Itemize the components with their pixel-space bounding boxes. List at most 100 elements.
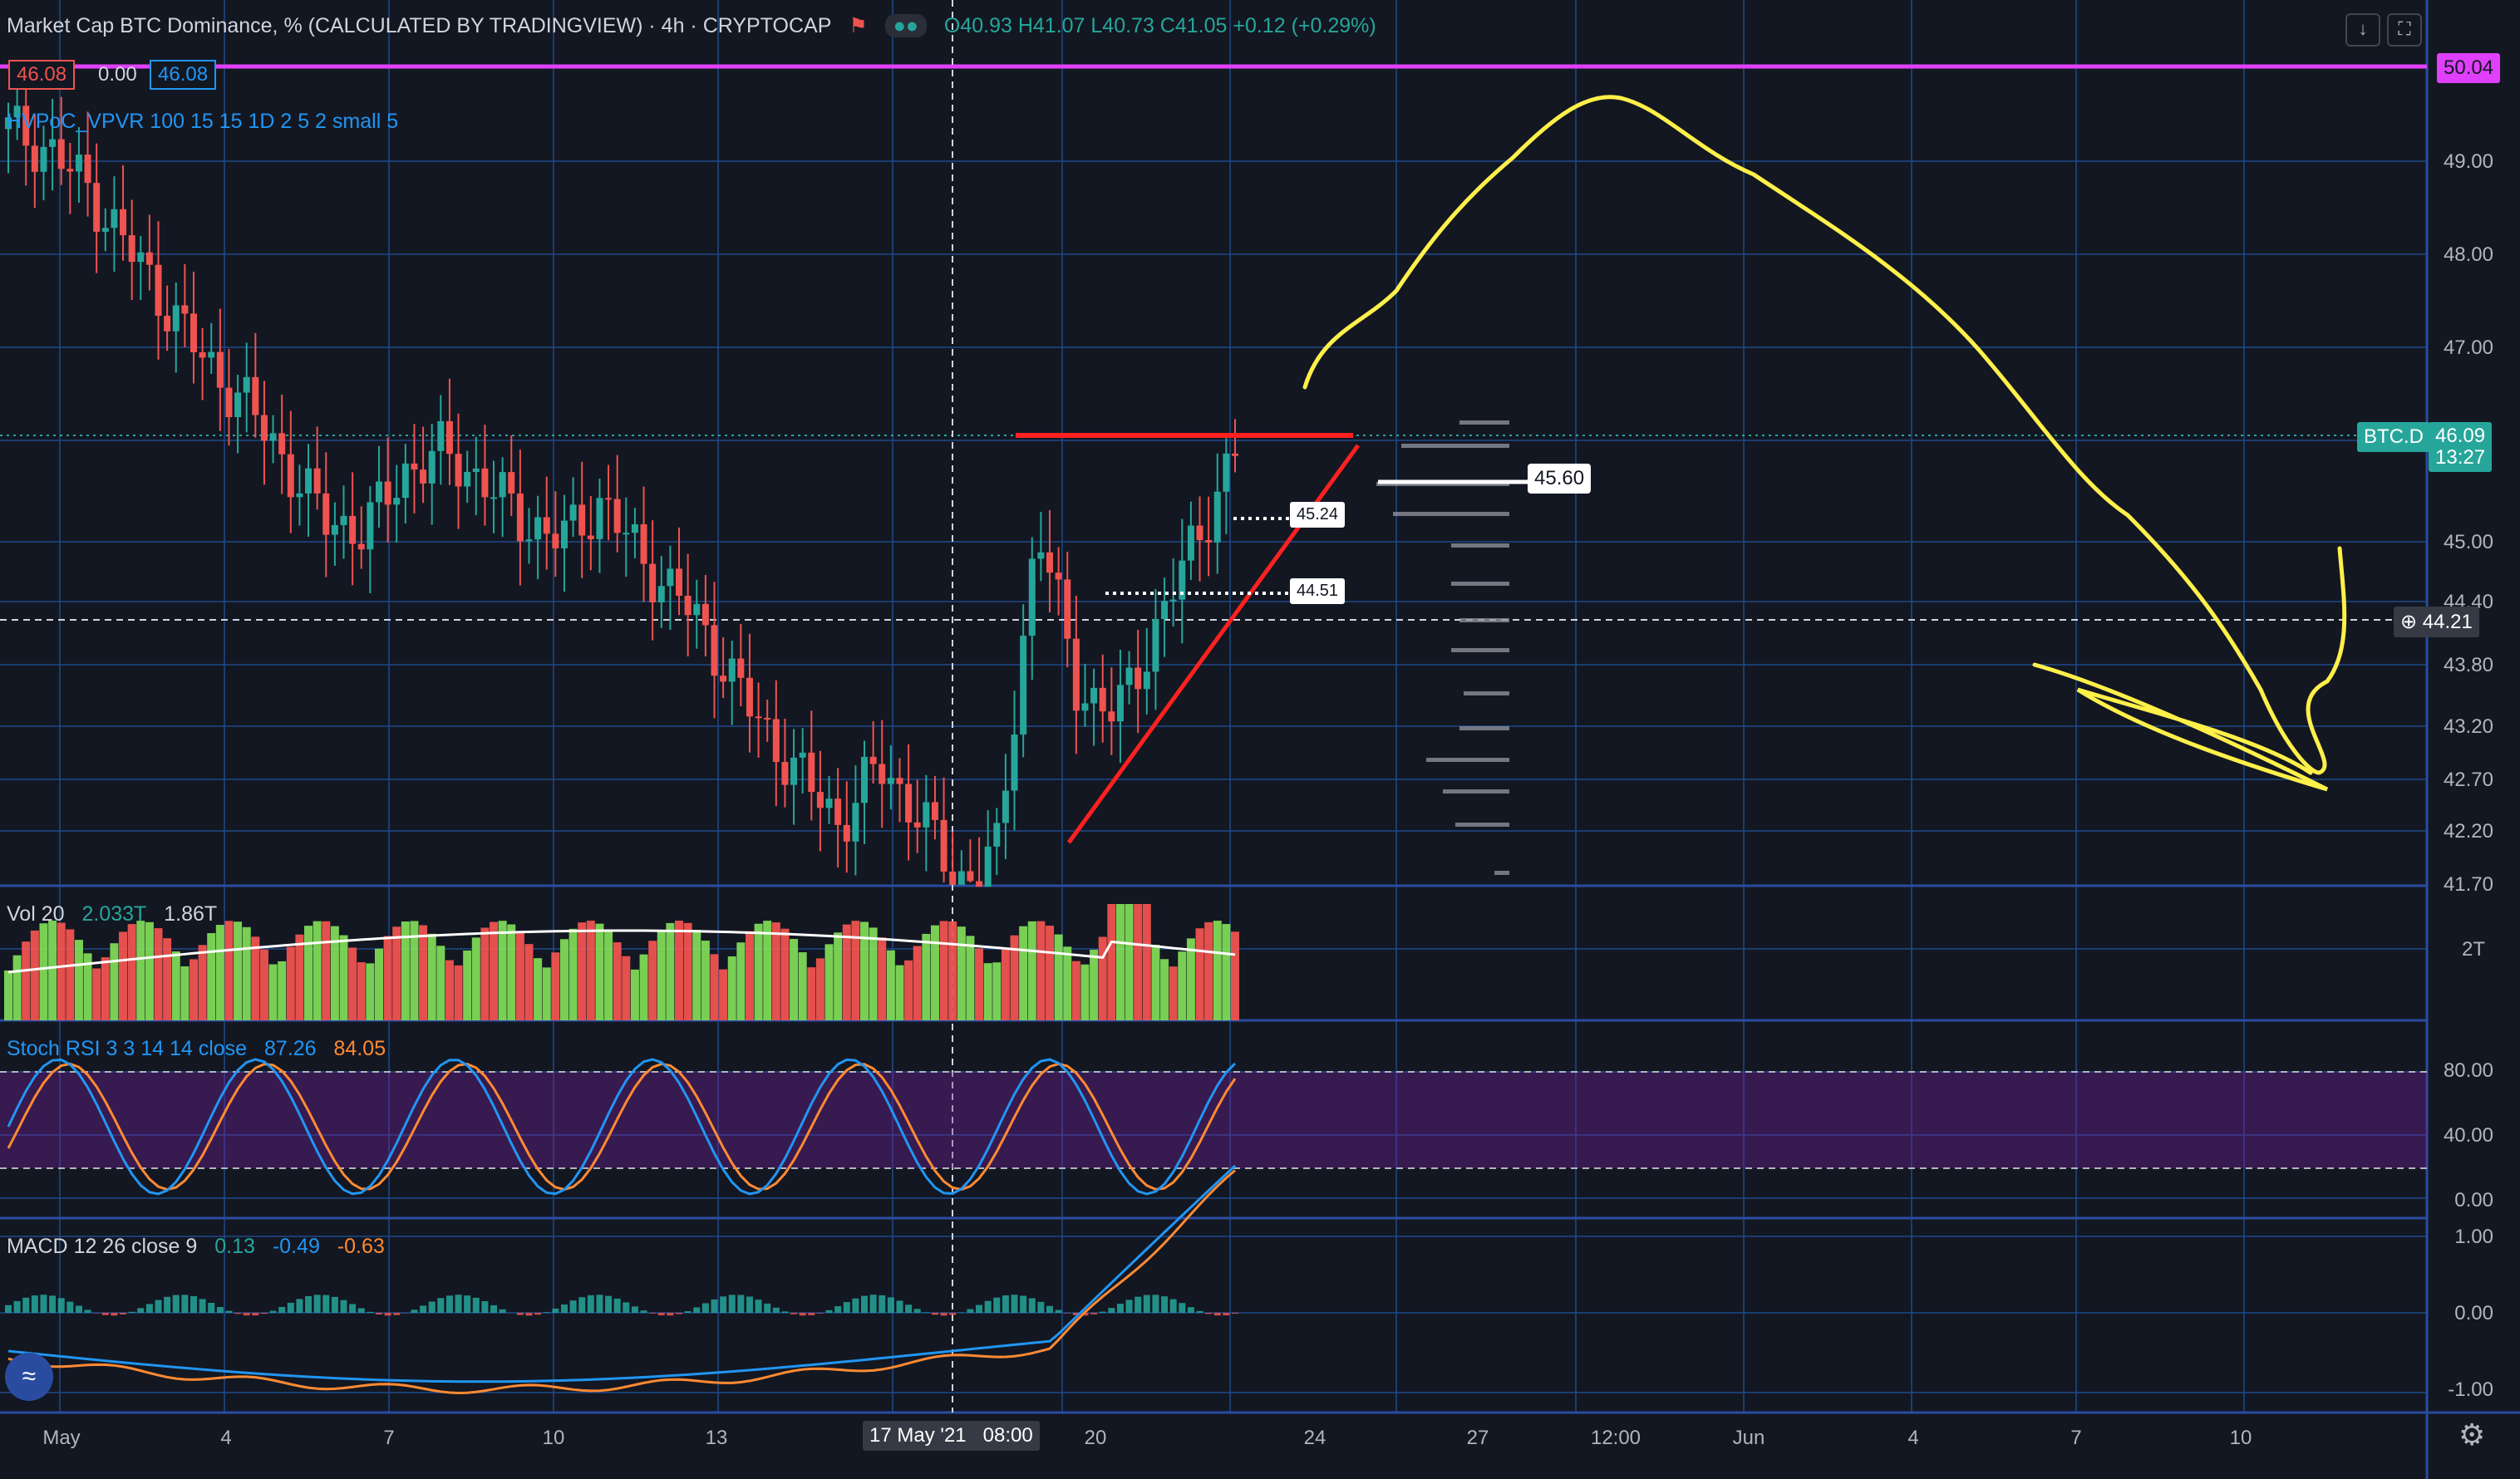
candle-body [631, 523, 638, 533]
chart-title[interactable]: Market Cap BTC Dominance, % (CALCULATED … [7, 14, 832, 37]
volume-bar [613, 942, 622, 1020]
candle-body [764, 717, 771, 720]
volume-bar [463, 950, 472, 1020]
volume-bar [1231, 931, 1239, 1020]
macd-histogram-bar [657, 1313, 665, 1316]
macd-histogram-bar [816, 1313, 824, 1314]
volume-bar [666, 922, 675, 1020]
macd-histogram-bar [993, 1297, 1001, 1313]
candle-body [808, 752, 815, 793]
flag-icon[interactable]: ⚑ [849, 14, 868, 37]
volume-bar [1036, 921, 1046, 1020]
volume-bar [436, 946, 445, 1020]
macd-histogram-bar [216, 1306, 224, 1313]
macd-line [7, 1164, 1237, 1383]
volume-bar [771, 922, 780, 1020]
macd-histogram-bar [49, 1295, 57, 1313]
candle-body [940, 819, 947, 872]
volume-bar [1107, 904, 1116, 1020]
time-tick-label: 10 [543, 1427, 565, 1449]
macd-label[interactable]: MACD 12 26 close 9 [7, 1235, 198, 1258]
btcd-symbol-badge: BTC.D [2357, 422, 2430, 452]
candle-body [375, 481, 382, 503]
candle-body [172, 305, 180, 332]
volume-bar [1115, 904, 1125, 1020]
volume-bar [215, 925, 224, 1020]
candle-body [720, 676, 727, 682]
macd-histogram-bar [5, 1305, 12, 1313]
volume-bar [498, 921, 507, 1020]
stoch-legend: Stoch RSI 3 3 14 14 close 87.26 84.05 [7, 1037, 397, 1061]
time-tick-label: 4 [1907, 1427, 1918, 1449]
macd-histogram-bar [1090, 1313, 1098, 1314]
candle-body [464, 471, 471, 487]
plus-circle-icon[interactable]: ⊕ [2400, 611, 2418, 633]
macd-histogram-bar [137, 1308, 145, 1313]
macd-histogram-bar [1205, 1313, 1213, 1314]
macd-histogram-bar [1116, 1304, 1124, 1313]
volume-bar [1080, 964, 1090, 1020]
volume-bar [798, 952, 807, 1020]
macd-histogram-bar [693, 1307, 701, 1313]
volume-bar [895, 965, 904, 1020]
candle-body [1081, 703, 1089, 711]
toggle-icon[interactable]: ●● [884, 14, 927, 37]
volume-bar [727, 956, 736, 1020]
stoch-label[interactable]: Stoch RSI 3 3 14 14 close [7, 1037, 248, 1060]
volume-bar [242, 926, 251, 1020]
volume-bar [1098, 936, 1107, 1020]
candle-body [587, 535, 594, 539]
candle-body [649, 563, 657, 602]
macd-histogram-bar [455, 1295, 462, 1313]
macd-histogram-bar [569, 1300, 577, 1313]
macd-histogram-bar [923, 1312, 930, 1313]
time-tick-label: 4 [220, 1427, 231, 1449]
vpvr-indicator-label[interactable]: HVPoC_VPVR 100 15 15 1D 2 5 2 small 5 [7, 110, 399, 133]
volume-bar [313, 921, 322, 1020]
candle-body [313, 468, 321, 494]
volume-bar [763, 921, 772, 1020]
candle-body [869, 756, 877, 764]
candle-body [420, 469, 427, 484]
fullscreen-icon[interactable]: ⛶ [2387, 13, 2422, 47]
volume-profile-bar [1401, 444, 1509, 448]
wedge-annotation[interactable] [2032, 662, 2329, 792]
volume-bar [1195, 928, 1204, 1020]
macd-signal-line [7, 1169, 1236, 1395]
price-tick-label: 48.00 [2444, 243, 2493, 266]
macd-histogram-bar [649, 1313, 657, 1314]
macd-histogram-bar [755, 1300, 762, 1313]
macd-histogram-bar [128, 1311, 135, 1313]
volume-bar [268, 964, 278, 1020]
macd-histogram-bar [111, 1313, 118, 1316]
gear-icon[interactable]: ⚙ [2458, 1418, 2486, 1452]
volume-bar [930, 925, 939, 1020]
price-box-left[interactable]: 46.08 [8, 60, 76, 90]
macd-histogram-bar [984, 1300, 992, 1313]
projection-curve-annotation[interactable] [1302, 95, 2347, 775]
volume-bar [1063, 946, 1072, 1020]
volume-ma-line [7, 929, 1236, 974]
volume-bar [1027, 921, 1036, 1020]
volume-bar [657, 930, 666, 1020]
volume-label[interactable]: Vol 20 [7, 902, 65, 926]
volume-value-1: 2.033T [81, 902, 147, 926]
volume-profile-bar [1451, 648, 1509, 652]
volume-bar [790, 939, 799, 1020]
candle-body [401, 463, 409, 499]
arrow-down-icon[interactable]: ↓ [2345, 13, 2380, 47]
macd-histogram-bar [560, 1304, 568, 1313]
candle-body [1055, 572, 1062, 580]
macd-histogram-bar [967, 1309, 974, 1313]
volume-bar [815, 958, 824, 1020]
btcd-price-badge: 46.09 13:27 [2429, 422, 2493, 472]
volume-bar [30, 930, 39, 1020]
volume-bar [1151, 945, 1160, 1020]
price-box-right[interactable]: 46.08 [150, 60, 217, 90]
macd-histogram-bar [1169, 1299, 1177, 1313]
candle-body [993, 823, 1001, 847]
tradingview-logo-icon[interactable]: ≈ [5, 1353, 53, 1401]
macd-histogram-bar [420, 1305, 427, 1313]
candle-body [1002, 790, 1009, 823]
